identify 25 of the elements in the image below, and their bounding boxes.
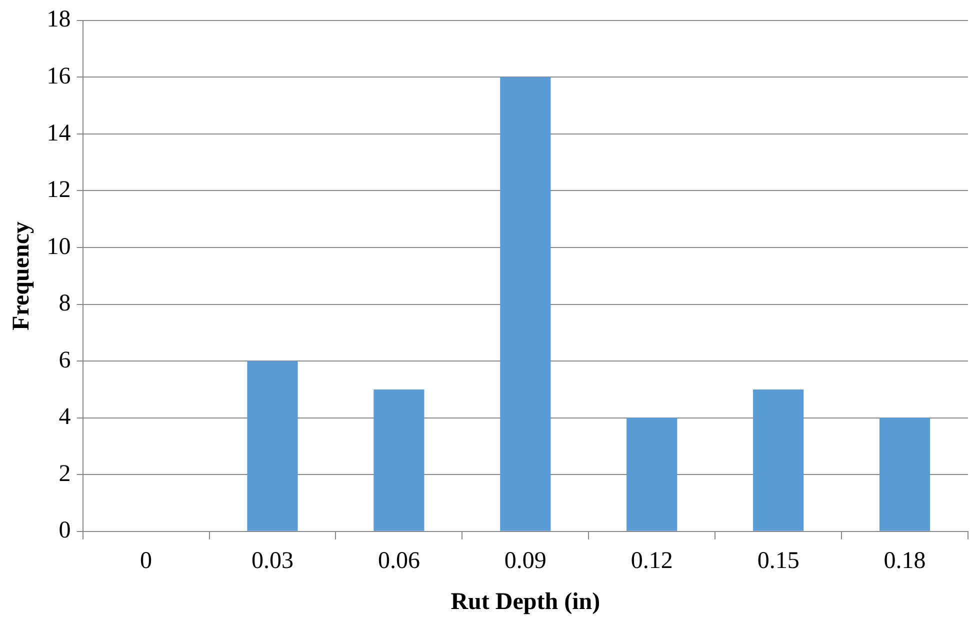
x-tick-label: 0.03 bbox=[251, 548, 294, 574]
bar bbox=[879, 418, 930, 531]
y-tick-label: 14 bbox=[46, 120, 71, 146]
x-tick-label: 0.06 bbox=[378, 548, 420, 574]
bar bbox=[626, 418, 678, 531]
y-tick-label: 4 bbox=[58, 404, 71, 430]
y-tick-label: 0 bbox=[58, 518, 71, 544]
y-tick-label: 6 bbox=[58, 347, 71, 374]
x-tick-label: 0.09 bbox=[504, 548, 546, 574]
y-axis-title: Frequency bbox=[8, 221, 35, 330]
x-axis-title: Rut Depth (in) bbox=[450, 588, 600, 615]
bar bbox=[374, 389, 424, 531]
x-tick-label: 0.12 bbox=[630, 548, 673, 574]
y-tick-label: 8 bbox=[58, 290, 71, 317]
bar bbox=[247, 361, 298, 531]
x-tick-label: 0 bbox=[140, 548, 152, 574]
y-tick-label: 16 bbox=[46, 63, 71, 90]
y-tick-label: 12 bbox=[46, 177, 71, 204]
x-tick-label: 0.18 bbox=[884, 548, 926, 574]
y-tick-label: 18 bbox=[46, 6, 71, 33]
bar bbox=[500, 77, 551, 531]
bar bbox=[753, 389, 804, 531]
x-tick-label: 0.15 bbox=[757, 548, 800, 574]
y-tick-label: 10 bbox=[46, 234, 71, 260]
y-tick-label: 2 bbox=[58, 460, 71, 487]
